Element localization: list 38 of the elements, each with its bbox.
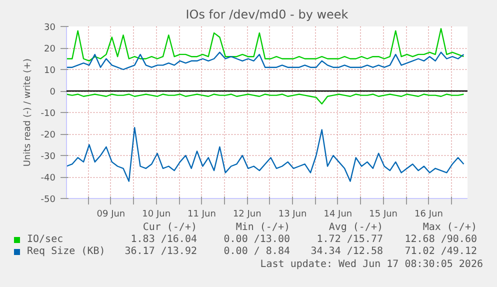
text: 12.68 /90.60 (404, 234, 477, 246)
text: 34.34 /12.58 (310, 246, 383, 258)
x-tick-label: 14 Jun (324, 210, 352, 220)
line-series (66, 52, 464, 70)
line-series (66, 94, 464, 104)
text: 0.00 /13.00 (224, 234, 290, 246)
line-series (66, 28, 464, 62)
y-tick-label: 30 (44, 23, 56, 33)
line-series (66, 126, 464, 182)
text: 36.17 /13.92 (124, 246, 197, 258)
text: 71.02 /49.12 (404, 246, 477, 258)
y-tick-label: -30 (40, 152, 56, 162)
y-tick-label: -40 (40, 174, 56, 184)
x-tick-label: 09 Jun (96, 210, 126, 220)
y-tick-label: -10 (40, 109, 56, 119)
text: Last update: Wed Jun 17 08:30:05 2026 (260, 259, 483, 271)
y-tick-label: -20 (40, 130, 56, 140)
y-axis-title: Units read (-) / write (+) (22, 58, 33, 167)
x-tick-label: 10 Jun (142, 210, 171, 220)
text: 1.83 /16.04 (130, 234, 197, 246)
legend-label: Req Size (KB) (27, 246, 106, 258)
x-tick-label: 11 Jun (188, 210, 216, 220)
text: Cur (-/+) (142, 222, 197, 234)
y-tick-label: 0 (50, 88, 56, 98)
text: Max (-/+) (422, 222, 477, 234)
x-tick-label: 16 Jun (414, 210, 443, 220)
legend-label: IO/sec (27, 234, 64, 246)
text: Min (-/+) (236, 222, 290, 234)
y-tick-label: -50 (40, 195, 56, 205)
text: 0.00 / 8.84 (224, 246, 290, 258)
text: Avg (-/+) (328, 222, 383, 234)
x-tick-label: 15 Jun (369, 210, 398, 220)
chart-title: IOs for /dev/md0 - by week (186, 8, 348, 22)
text: 1.72 /15.77 (316, 234, 383, 246)
x-tick-label: 13 Jun (278, 210, 307, 220)
y-tick-label: 20 (44, 44, 56, 54)
y-tick-label: 10 (44, 66, 56, 76)
x-tick-label: 12 Jun (232, 210, 262, 220)
